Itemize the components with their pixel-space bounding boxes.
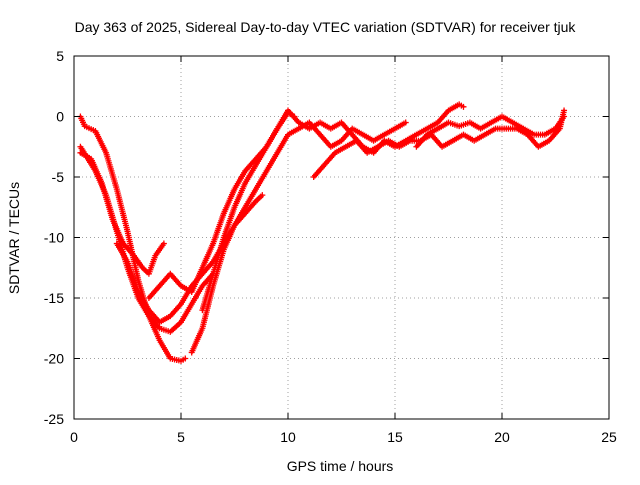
tick-layer xyxy=(73,55,610,420)
y-tick-label: -25 xyxy=(44,411,64,427)
x-tick-label: 15 xyxy=(387,429,403,445)
x-tick-label: 10 xyxy=(280,429,296,445)
y-tick-label: 5 xyxy=(56,48,64,64)
x-tick-label: 25 xyxy=(601,429,617,445)
y-tick-label: -20 xyxy=(44,351,64,367)
x-tick-label: 5 xyxy=(177,429,185,445)
series-markers xyxy=(413,113,568,150)
x-axis-label: GPS time / hours xyxy=(287,458,394,474)
x-tick-label: 20 xyxy=(494,429,510,445)
x-tick-label: 0 xyxy=(70,429,78,445)
y-tick-label: -5 xyxy=(52,169,65,185)
y-axis-label: SDTVAR / TECUs xyxy=(6,182,22,294)
y-tick-label: 0 xyxy=(56,109,64,125)
series-track-8 xyxy=(310,107,568,180)
y-tick-label: -10 xyxy=(44,230,64,246)
series-layer xyxy=(77,101,568,364)
chart-title: Day 363 of 2025, Sidereal Day-to-day VTE… xyxy=(75,19,577,35)
y-tick-label: -15 xyxy=(44,290,64,306)
series-track-9 xyxy=(413,113,568,150)
label-layer: 0 5 10 15 20 25 -25 -20 -15 -10 -5 0 5 xyxy=(44,48,617,445)
